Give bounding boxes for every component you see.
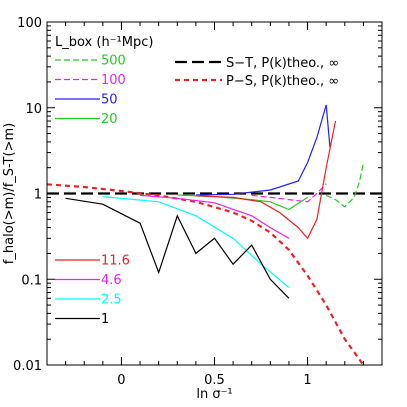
ticks-layer <box>46 21 383 366</box>
series-line <box>65 197 290 299</box>
y-tick-label: 0.1 <box>21 273 42 288</box>
legend: 500 100 50 20 11.6 4.6 2.5 1 S−T, P(k)theo., ∞ P−… <box>55 54 339 327</box>
y-tick-label: 100 <box>17 16 42 31</box>
legend-label: 11.6 <box>101 254 130 269</box>
series-layer <box>46 104 382 366</box>
series-line <box>251 183 327 203</box>
series-line <box>195 120 337 240</box>
y-tick-label: 0.01 <box>13 359 42 374</box>
legend-label: 2.5 <box>101 293 122 308</box>
y-tick-label: 1 <box>34 188 42 203</box>
series-line <box>195 104 331 196</box>
tick-labels: 0 0.5 1 0.01 0.1 1 10 100 <box>13 16 312 388</box>
x-tick-label: 0.5 <box>204 373 225 388</box>
y-axis-label: f_halo(>m)/f_S-T(>m) <box>2 123 17 264</box>
x-axis-label: ln σ⁻¹ <box>196 387 232 402</box>
series-line <box>325 162 364 208</box>
legend-label: 500 <box>101 54 126 69</box>
series-line <box>102 196 290 289</box>
legend-title: L_box (h⁻¹Mpc) <box>55 35 153 50</box>
legend-label: 50 <box>101 93 118 108</box>
legend-label: 1 <box>101 312 109 327</box>
legend-label: S−T, P(k)theo., ∞ <box>226 56 339 71</box>
series-line <box>46 183 365 366</box>
series-line <box>140 194 290 239</box>
legend-label: P−S, P(k)theo., ∞ <box>226 74 339 89</box>
legend-label: 100 <box>101 73 126 88</box>
y-tick-label: 10 <box>25 102 42 117</box>
x-tick-label: 1 <box>303 373 311 388</box>
legend-label: 4.6 <box>101 273 122 288</box>
legend-label: 20 <box>101 112 118 127</box>
x-tick-label: 0 <box>117 373 125 388</box>
